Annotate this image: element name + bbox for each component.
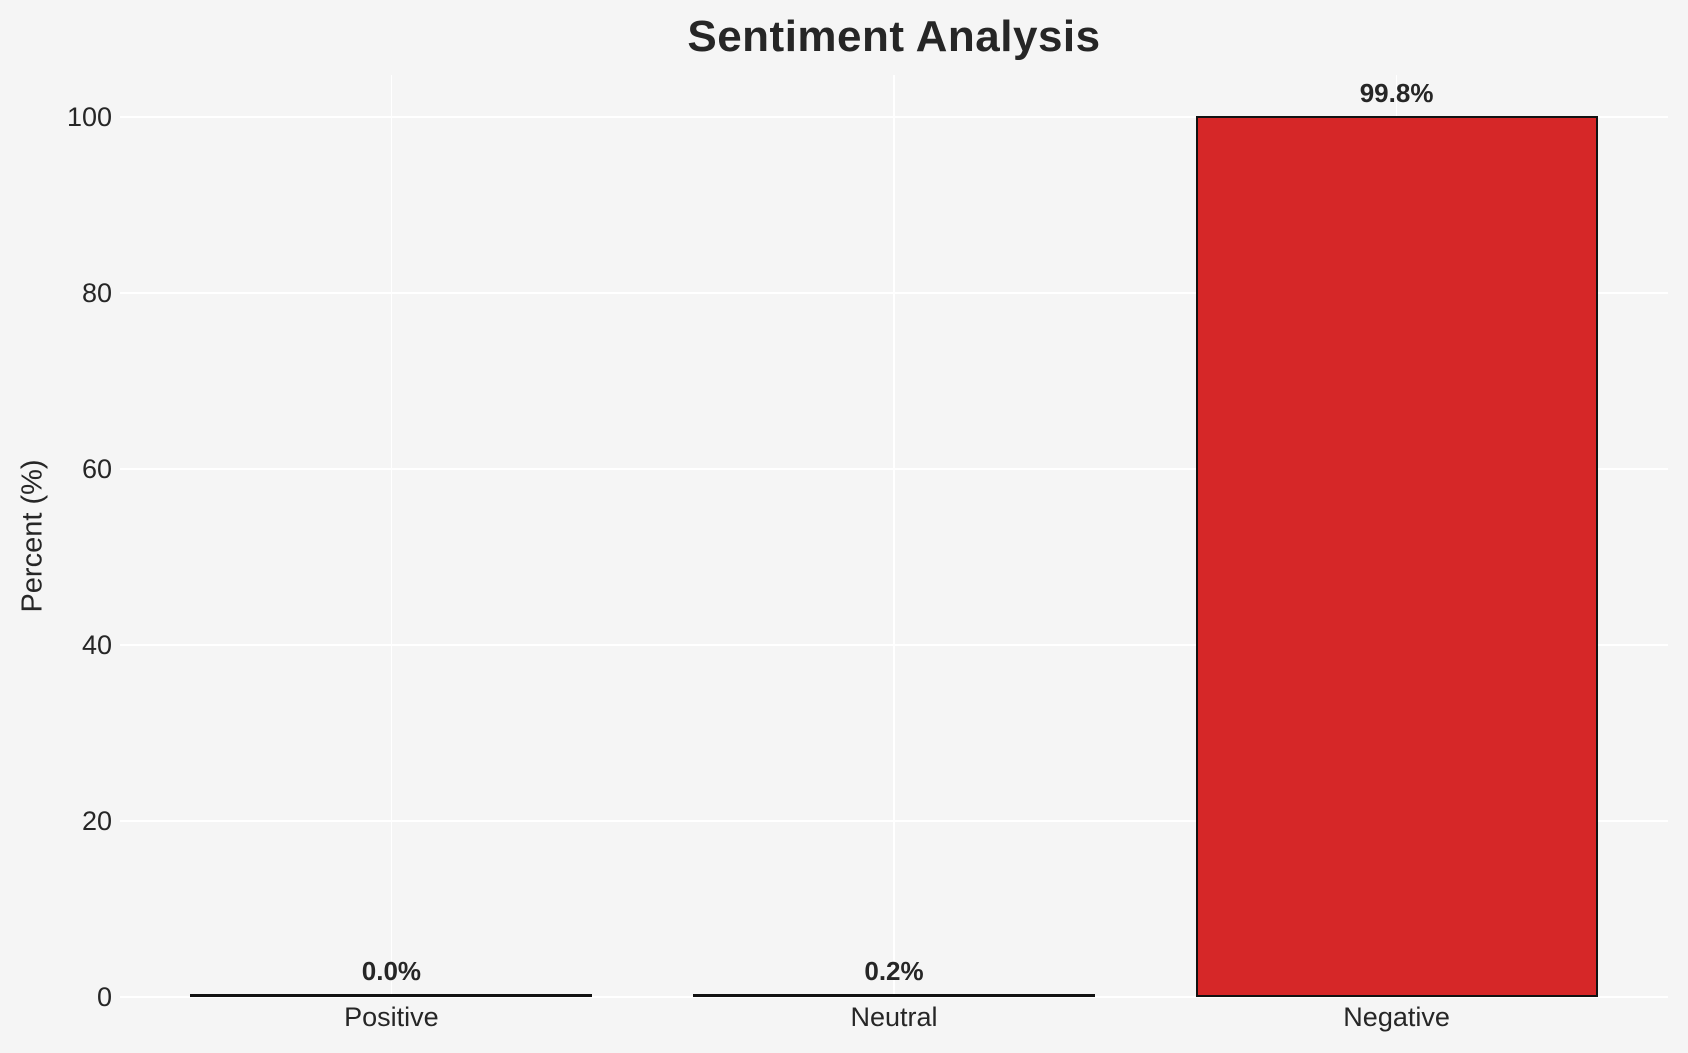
plot-area: 0.0% 0.2% 99.8%	[120, 75, 1668, 998]
bar-negative	[1195, 116, 1598, 997]
bar-value-label-negative: 99.8%	[1359, 78, 1434, 109]
chart-title: Sentiment Analysis	[687, 12, 1101, 61]
y-tick-label-60: 60	[81, 454, 112, 485]
y-tick-label-40: 40	[81, 630, 112, 661]
x-tick-label-positive: Positive	[344, 1002, 439, 1032]
y-tick-label-0: 0	[96, 982, 112, 1012]
bar-value-label-neutral: 0.2%	[864, 956, 924, 987]
gridline-x-positive	[390, 75, 393, 997]
y-tick-label-20: 20	[81, 806, 112, 837]
bar-neutral	[692, 994, 1096, 997]
x-tick-label-neutral: Neutral	[850, 1002, 938, 1032]
bar-positive	[190, 994, 593, 997]
bar-value-label-positive: 0.0%	[361, 956, 422, 987]
y-tick-label-80: 80	[81, 278, 112, 309]
x-tick-label-negative: Negative	[1343, 1002, 1450, 1032]
gridline-x-neutral	[893, 75, 895, 997]
y-tick-label-100: 100	[66, 102, 112, 133]
gridline-y-0	[120, 996, 1668, 998]
